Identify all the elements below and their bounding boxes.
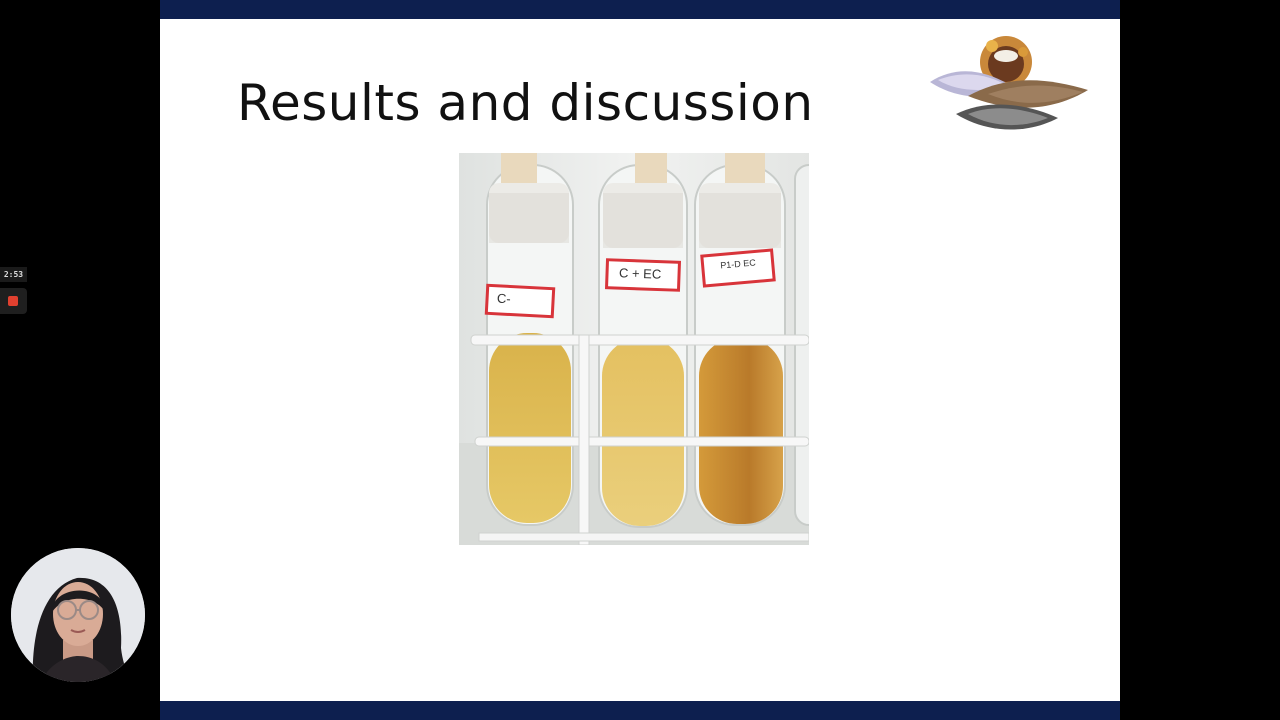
stop-recording-button[interactable] <box>0 288 27 314</box>
stop-record-icon <box>8 296 18 306</box>
presenter-webcam <box>11 548 145 682</box>
tube-label-1: C- <box>496 290 512 307</box>
slide-top-bar <box>160 0 1120 19</box>
test-tubes-photo: C- C + EC P1-D EC <box>459 153 809 545</box>
tube-label-2: C + EC <box>618 265 662 282</box>
recording-timer: 2:53 <box>0 267 27 282</box>
slide-title: Results and discussion <box>237 74 814 132</box>
presentation-slide: Results and discussion <box>160 0 1120 720</box>
slide-bottom-bar <box>160 701 1120 720</box>
food-science-logo-icon <box>928 34 1090 138</box>
